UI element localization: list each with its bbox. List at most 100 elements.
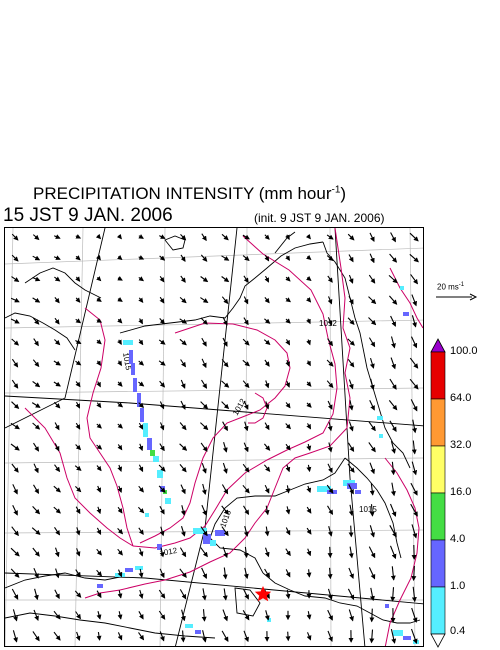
- colorbar-segment: [430, 445, 446, 494]
- wind-vector: [243, 567, 249, 580]
- precip-cell: [195, 630, 201, 634]
- wind-vector: [242, 610, 250, 621]
- wind-vector: [75, 297, 81, 303]
- wind-vector: [326, 484, 334, 494]
- wind-vector: [285, 339, 290, 346]
- wind-vector: [54, 464, 61, 473]
- precipitation-map: 1012 1012 1015 1015 1015 1012: [4, 227, 424, 647]
- wind-vector: [117, 339, 122, 346]
- wind-vector: [138, 632, 145, 641]
- wind-vector: [388, 274, 398, 284]
- wind-vector: [117, 485, 123, 494]
- colorbar-label: 1.0: [450, 580, 466, 592]
- colorbar-label: 0.4: [450, 625, 466, 637]
- wind-vector: [285, 548, 291, 557]
- wind-vector: [369, 525, 375, 538]
- contour-label: 1012: [319, 319, 337, 328]
- precip-cell: [403, 636, 411, 640]
- wind-vector: [12, 504, 18, 516]
- wind-vector: [117, 506, 123, 514]
- wind-vector: [96, 339, 102, 345]
- wind-vector: [180, 484, 186, 495]
- wind-vector: [390, 440, 396, 454]
- wind-vector: [347, 588, 355, 600]
- wind-vector: [326, 380, 334, 389]
- colorbar-label: 16.0: [450, 486, 472, 498]
- wind-vector: [96, 360, 102, 367]
- colorbar-label: 100.0: [450, 345, 478, 357]
- wind-vector: [285, 443, 291, 451]
- coastlines: [5, 231, 421, 639]
- wind-vector: [327, 526, 333, 537]
- wind-vector: [117, 444, 123, 451]
- wind-vector: [348, 546, 354, 559]
- wind-vector: [369, 462, 375, 475]
- wind-vector: [11, 276, 20, 282]
- wind-vector: [201, 337, 207, 347]
- wind-vector: [200, 254, 208, 262]
- wind-vector: [285, 297, 291, 303]
- wind-vector: [348, 484, 354, 495]
- wind-vector: [306, 548, 312, 557]
- precip-cell: [137, 393, 141, 407]
- wind-vector: [138, 381, 145, 387]
- chart-title: PRECIPITATION INTENSITY (mm hour-1): [33, 184, 347, 203]
- wind-vector: [201, 379, 208, 389]
- wind-vector: [180, 630, 186, 643]
- wind-vector: [95, 233, 102, 240]
- precip-cell: [215, 530, 225, 536]
- wind-vector: [75, 548, 81, 557]
- wind-vector: [75, 444, 82, 451]
- wind-vector: [410, 399, 418, 412]
- wind-vector: [264, 547, 270, 558]
- wind-vector: [243, 317, 249, 326]
- wind-vector: [369, 483, 375, 496]
- wind-vector: [96, 548, 102, 556]
- wind-vector: [32, 422, 41, 430]
- wind-vector: [96, 632, 102, 641]
- wind-vector: [368, 337, 376, 348]
- wind-vector: [138, 568, 144, 578]
- wind-vector: [222, 337, 228, 347]
- wind-vector: [409, 378, 419, 390]
- wind-vector: [11, 338, 20, 346]
- wind-vector: [138, 506, 145, 514]
- wind-vector: [10, 568, 20, 578]
- wind-vector: [32, 255, 41, 261]
- wind-vector: [285, 359, 291, 367]
- wind-vector: [242, 484, 250, 494]
- wind-vector: [389, 378, 397, 390]
- wind-vector: [221, 505, 229, 515]
- wind-vector: [411, 419, 417, 434]
- precip-cell: [210, 540, 216, 546]
- wind-vector: [180, 275, 186, 283]
- wind-vector: [200, 547, 208, 558]
- wind-vector: [221, 233, 229, 241]
- wind-vector: [348, 609, 354, 622]
- wind-vector: [33, 442, 40, 452]
- wind-vector: [285, 631, 291, 642]
- wind-vector: [388, 295, 398, 305]
- wind-vector: [327, 442, 333, 453]
- wind-vector: [138, 611, 144, 620]
- wind-vector: [369, 629, 375, 644]
- wind-vector: [54, 276, 61, 282]
- wind-vector: [285, 234, 290, 241]
- colorbar-label: 64.0: [450, 392, 472, 404]
- precip-cell: [145, 513, 149, 517]
- wind-vector: [221, 484, 229, 495]
- wind-vector: [180, 359, 186, 368]
- wind-vector: [222, 462, 228, 474]
- wind-vector: [54, 589, 60, 600]
- wind-vector: [96, 297, 102, 302]
- wind-vector: [369, 504, 375, 517]
- wind-vector: [179, 318, 188, 324]
- wind-vector: [221, 359, 229, 368]
- wind-vector: [96, 569, 103, 577]
- wind-vector: [200, 317, 208, 325]
- wind-vector: [117, 632, 123, 641]
- wind-vector: [179, 296, 187, 304]
- wind-vector: [179, 464, 187, 473]
- wind-vector: [180, 609, 186, 622]
- wind-vector: [243, 296, 249, 305]
